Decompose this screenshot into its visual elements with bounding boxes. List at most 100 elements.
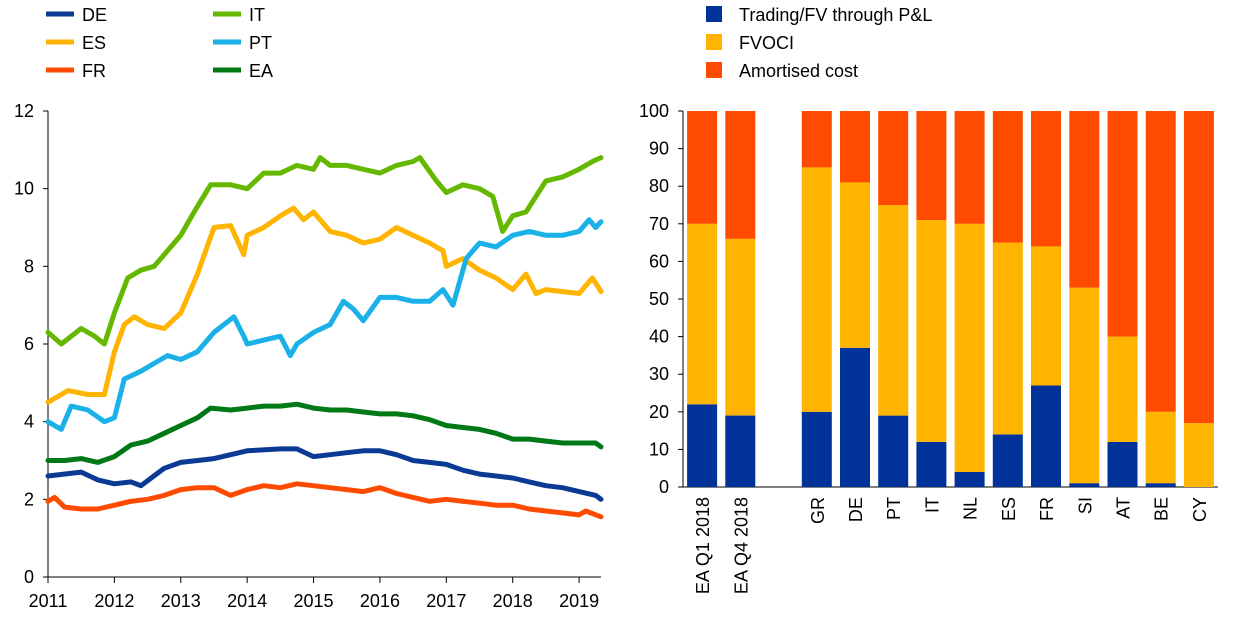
category-label: EA Q4 2018 [731, 497, 751, 594]
line-chart: 0 2 4 6 8 10 12 2011 2012 2013 2014 2015 2016 2017 201… [14, 5, 604, 611]
stacked-bar-chart: 0 10 20 30 40 50 60 70 80 90 100 EA Q1 2018 EA Q4 20… [639, 5, 1218, 594]
x-tick-label: 2014 [227, 591, 267, 611]
bar-cy-amortised-cost [1183, 111, 1214, 424]
category-label: AT [1114, 497, 1134, 519]
bar-y-tick-label: 50 [649, 289, 669, 309]
bar-si-trading-fv-through-p-l [1069, 483, 1100, 487]
category-label: FR [1037, 497, 1057, 521]
legend-label-pt: PT [249, 33, 272, 53]
bar-y-tick-label: 100 [639, 101, 669, 121]
y-tick-label: 0 [24, 567, 34, 587]
bar-nl-fvoci [954, 223, 985, 472]
bar-si-amortised-cost [1069, 111, 1100, 288]
legend-label: Trading/FV through P&L [739, 5, 932, 25]
bar-y-tick-label: 70 [649, 214, 669, 234]
x-tick-label: 2017 [426, 591, 466, 611]
category-label: SI [1075, 497, 1095, 514]
category-label: IT [922, 497, 942, 513]
bar-be-amortised-cost [1145, 111, 1176, 412]
bar-be-trading-fv-through-p-l [1145, 483, 1176, 487]
y-tick-label: 12 [14, 101, 34, 121]
bar-ea-q4-2018-fvoci [725, 238, 756, 416]
bar-gr-trading-fv-through-p-l [801, 411, 832, 487]
legend-swatch [706, 62, 722, 78]
category-label: EA Q1 2018 [693, 497, 713, 594]
bar-es-amortised-cost [992, 111, 1023, 243]
bar-at-trading-fv-through-p-l [1107, 441, 1138, 487]
x-tick-label: 2013 [161, 591, 201, 611]
bar-cy-fvoci [1183, 423, 1214, 487]
legend-swatch [706, 6, 722, 22]
series-line-it [45, 155, 604, 347]
bar-legend: Trading/FV through P&L FVOCI Amortised cos… [706, 5, 932, 81]
bar-es-trading-fv-through-p-l [992, 434, 1023, 487]
bar-es-fvoci [992, 242, 1023, 435]
x-tick-label: 2016 [360, 591, 400, 611]
y-tick-label: 6 [24, 334, 34, 354]
category-label: ES [999, 497, 1019, 521]
legend-label-es: ES [82, 33, 106, 53]
bar-at-fvoci [1107, 336, 1138, 442]
bar-ea-q4-2018-amortised-cost [725, 111, 756, 239]
bar-y-tick-label: 60 [649, 251, 669, 271]
bar-pt-fvoci [878, 205, 909, 416]
bar-fr-fvoci [1031, 246, 1061, 386]
bar-it-trading-fv-through-p-l [916, 441, 947, 487]
x-tick-label: 2012 [94, 591, 134, 611]
bar-y-tick-label: 0 [659, 477, 669, 497]
bar-y-tick-label: 20 [649, 402, 669, 422]
bar-nl-trading-fv-through-p-l [954, 472, 985, 487]
bar-gr-fvoci [801, 167, 832, 412]
x-tick-label: 2015 [294, 591, 334, 611]
series-line-de [45, 446, 604, 502]
bar-ea-q4-2018-trading-fv-through-p-l [725, 415, 756, 487]
bar-y-tick-label: 40 [649, 327, 669, 347]
legend-swatch [706, 34, 722, 50]
bar-y-tick-label: 10 [649, 439, 669, 459]
category-label: CY [1190, 497, 1210, 522]
y-tick-label: 8 [24, 256, 34, 276]
bar-de-amortised-cost [840, 111, 870, 183]
y-tick-label: 2 [24, 489, 34, 509]
category-label: NL [961, 497, 981, 520]
y-tick-label: 10 [14, 179, 34, 199]
legend-label-ea: EA [249, 61, 273, 81]
bar-ea-q1-2018-fvoci [687, 223, 718, 405]
bar-at-amortised-cost [1107, 111, 1138, 337]
legend-label-it: IT [249, 5, 265, 25]
bar-de-fvoci [840, 182, 870, 348]
category-label: BE [1152, 497, 1172, 521]
category-label: PT [884, 497, 904, 520]
series-line-pt [45, 217, 604, 432]
bar-fr-trading-fv-through-p-l [1031, 385, 1061, 487]
bar-gr-amortised-cost [801, 111, 832, 168]
bar-de-trading-fv-through-p-l [840, 347, 870, 487]
y-tick-label: 4 [24, 412, 34, 432]
bar-pt-trading-fv-through-p-l [878, 415, 909, 487]
series-line-es [45, 205, 604, 405]
bar-pt-amortised-cost [878, 111, 909, 205]
bar-nl-amortised-cost [954, 111, 985, 224]
x-tick-label: 2019 [559, 591, 599, 611]
line-legend: DE ES FR IT PT EA [46, 5, 273, 81]
category-label: DE [846, 497, 866, 522]
bar-fr-amortised-cost [1031, 111, 1061, 247]
bar-it-fvoci [916, 220, 947, 442]
bar-y-tick-label: 90 [649, 139, 669, 159]
legend-label-fr: FR [82, 61, 106, 81]
legend-label-de: DE [82, 5, 107, 25]
legend-label: FVOCI [739, 33, 794, 53]
bar-ea-q1-2018-amortised-cost [687, 111, 718, 224]
x-tick-label: 2011 [29, 591, 68, 611]
series-line-ea [45, 401, 604, 465]
bar-it-amortised-cost [916, 111, 947, 220]
x-tick-label: 2018 [493, 591, 533, 611]
bar-y-tick-label: 80 [649, 176, 669, 196]
bar-si-fvoci [1069, 287, 1100, 484]
bar-y-tick-label: 30 [649, 364, 669, 384]
category-label: GR [808, 497, 828, 524]
bar-ea-q1-2018-trading-fv-through-p-l [687, 404, 718, 487]
bar-be-fvoci [1145, 411, 1176, 484]
series-line-fr [45, 481, 604, 520]
